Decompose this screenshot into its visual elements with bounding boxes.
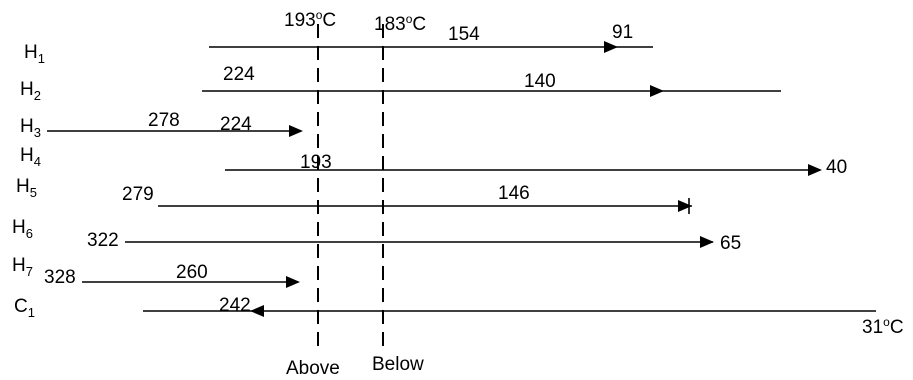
stream-h5-temp-start: 279 — [122, 184, 154, 205]
stream-h3-temp-end: 224 — [220, 114, 252, 135]
stream-h2-arrowhead — [650, 85, 664, 97]
stream-h4-temp-start: 193 — [300, 152, 332, 173]
stream-h6-arrowhead — [700, 236, 714, 248]
pinch-cold-temp-label: 183oC — [374, 12, 426, 35]
stream-h4: H4 193 40 — [20, 145, 847, 178]
stream-c1-name: C1 — [14, 296, 35, 320]
below-pinch-label: Below — [372, 354, 424, 375]
stream-h2-temp-end: 140 — [524, 71, 556, 92]
above-pinch-label: Above — [286, 358, 340, 379]
pinch-hot-temp-label: 193oC — [284, 8, 336, 31]
stream-h5-temp-end: 146 — [498, 183, 530, 204]
stream-h4-temp-end: 40 — [826, 157, 847, 178]
stream-h1: H1 154 91 — [24, 22, 653, 66]
stream-h3-temp-start: 278 — [148, 110, 180, 131]
stream-h2: H2 224 140 — [20, 64, 781, 103]
stream-h2-name: H2 — [20, 79, 41, 103]
stream-h1-temp-start: 154 — [448, 24, 480, 45]
stream-h5-arrowhead — [678, 200, 692, 212]
stream-h4-arrowhead — [808, 164, 822, 176]
stream-h7-temp-end: 260 — [176, 262, 208, 283]
stream-h1-arrowhead — [604, 41, 618, 53]
stream-h4-name: H4 — [20, 145, 41, 169]
stream-h1-name: H1 — [24, 42, 45, 66]
stream-h7-arrowhead — [286, 276, 300, 288]
stream-c1-end-temp: 31oC — [862, 315, 904, 338]
stream-h6-name: H6 — [12, 217, 33, 241]
stream-c1-temp-label: 242 — [219, 295, 251, 316]
stream-c1-arrowhead — [250, 305, 264, 317]
stream-h7: H7 328 260 — [12, 255, 300, 288]
stream-h3-name: H3 — [20, 116, 41, 140]
stream-c1: C1 242 31oC — [14, 295, 904, 338]
stream-h5-name: H5 — [16, 176, 37, 200]
stream-h6: H6 322 65 — [12, 217, 741, 254]
stream-h7-name: H7 — [12, 255, 33, 279]
stream-h7-temp-start: 328 — [44, 267, 76, 288]
stream-h6-temp-start: 322 — [87, 230, 119, 251]
stream-h6-temp-end: 65 — [720, 233, 741, 254]
stream-h5: H5 279 146 — [16, 176, 692, 214]
stream-h2-temp-start: 224 — [223, 64, 255, 85]
stream-h1-temp-end: 91 — [612, 22, 633, 43]
stream-h3-arrowhead — [289, 125, 303, 137]
stream-h3: H3 278 224 — [20, 110, 303, 140]
